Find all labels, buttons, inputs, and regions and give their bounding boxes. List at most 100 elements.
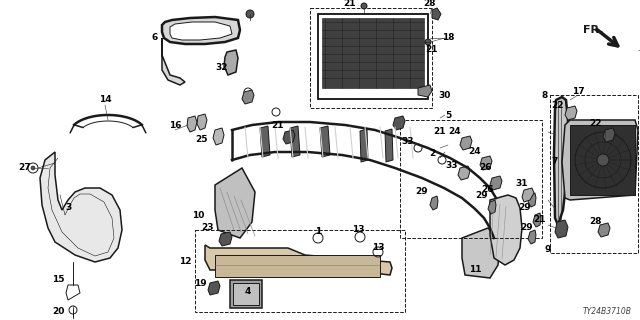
Text: TY24B3710B: TY24B3710B	[583, 307, 632, 316]
Polygon shape	[562, 120, 638, 200]
Text: 27: 27	[19, 164, 31, 172]
Text: 32: 32	[216, 63, 228, 73]
Text: 20: 20	[52, 308, 64, 316]
Polygon shape	[565, 106, 577, 120]
Polygon shape	[208, 281, 220, 295]
Polygon shape	[360, 129, 368, 162]
Circle shape	[597, 154, 609, 166]
Text: 14: 14	[99, 95, 111, 105]
Text: 2: 2	[429, 149, 435, 158]
Polygon shape	[242, 90, 254, 104]
Text: 30: 30	[439, 91, 451, 100]
Polygon shape	[219, 232, 232, 246]
Polygon shape	[187, 116, 197, 132]
Polygon shape	[213, 128, 224, 145]
Circle shape	[246, 10, 254, 18]
Text: 21: 21	[534, 215, 547, 225]
Polygon shape	[603, 128, 615, 142]
Text: FR.: FR.	[583, 25, 604, 35]
Polygon shape	[432, 8, 441, 20]
Bar	[215, 255, 380, 277]
Polygon shape	[460, 136, 472, 150]
Polygon shape	[554, 97, 568, 225]
Text: 31: 31	[516, 180, 528, 188]
Text: 15: 15	[52, 276, 64, 284]
Polygon shape	[490, 195, 522, 265]
Bar	[195, 230, 405, 312]
Polygon shape	[418, 85, 432, 97]
Bar	[233, 283, 259, 305]
Text: 16: 16	[169, 121, 181, 130]
Polygon shape	[528, 193, 536, 207]
Text: 6: 6	[152, 34, 158, 43]
Text: 13: 13	[352, 226, 364, 235]
Text: 17: 17	[572, 87, 584, 97]
Polygon shape	[393, 116, 405, 130]
Polygon shape	[533, 213, 541, 227]
Text: 26: 26	[479, 164, 492, 172]
Polygon shape	[283, 130, 295, 144]
Text: 24: 24	[468, 148, 481, 156]
Text: 29: 29	[476, 191, 488, 201]
Text: 21: 21	[426, 45, 438, 54]
Circle shape	[31, 166, 35, 170]
Bar	[400, 120, 542, 238]
Bar	[230, 280, 262, 308]
Polygon shape	[260, 126, 270, 157]
Polygon shape	[197, 114, 207, 130]
Text: 28: 28	[589, 218, 602, 227]
Text: 18: 18	[442, 34, 454, 43]
Text: 29: 29	[518, 204, 531, 212]
Text: 29: 29	[416, 188, 428, 196]
Bar	[310, 8, 432, 108]
Polygon shape	[480, 156, 492, 170]
Text: 33: 33	[445, 162, 458, 171]
Bar	[322, 18, 424, 88]
Polygon shape	[385, 129, 393, 162]
Polygon shape	[40, 152, 122, 262]
Polygon shape	[598, 223, 610, 237]
Text: 12: 12	[179, 258, 191, 267]
Polygon shape	[462, 228, 500, 278]
Circle shape	[425, 39, 431, 45]
Text: 13: 13	[372, 244, 384, 252]
Bar	[550, 95, 638, 253]
Text: 8: 8	[542, 91, 548, 100]
Text: 5: 5	[445, 110, 451, 119]
Polygon shape	[528, 230, 536, 244]
Text: 21: 21	[272, 122, 284, 131]
Text: 1: 1	[315, 228, 321, 236]
Circle shape	[361, 3, 367, 9]
Bar	[318, 14, 428, 99]
Polygon shape	[162, 17, 240, 44]
Bar	[570, 125, 635, 195]
Text: 23: 23	[202, 223, 214, 233]
Polygon shape	[320, 126, 330, 157]
Text: 19: 19	[194, 279, 206, 289]
Polygon shape	[522, 188, 534, 202]
Polygon shape	[162, 38, 185, 85]
Polygon shape	[224, 50, 238, 75]
Text: 24: 24	[449, 127, 461, 137]
Polygon shape	[490, 176, 502, 190]
Text: 21: 21	[434, 127, 446, 137]
Text: 28: 28	[424, 0, 436, 9]
Polygon shape	[290, 126, 300, 157]
Text: 26: 26	[482, 186, 494, 195]
Polygon shape	[170, 22, 232, 40]
Text: 9: 9	[545, 245, 551, 254]
Text: 10: 10	[192, 211, 204, 220]
Polygon shape	[555, 220, 568, 238]
Polygon shape	[488, 200, 496, 214]
Text: 4: 4	[245, 287, 251, 297]
Polygon shape	[205, 245, 392, 275]
Text: 11: 11	[468, 266, 481, 275]
Text: 7: 7	[552, 157, 558, 166]
Text: 29: 29	[521, 223, 533, 233]
Text: 3: 3	[65, 204, 71, 212]
Polygon shape	[215, 168, 255, 238]
Polygon shape	[458, 166, 470, 180]
Text: 22: 22	[552, 100, 564, 109]
Bar	[318, 14, 428, 99]
Polygon shape	[430, 196, 438, 210]
